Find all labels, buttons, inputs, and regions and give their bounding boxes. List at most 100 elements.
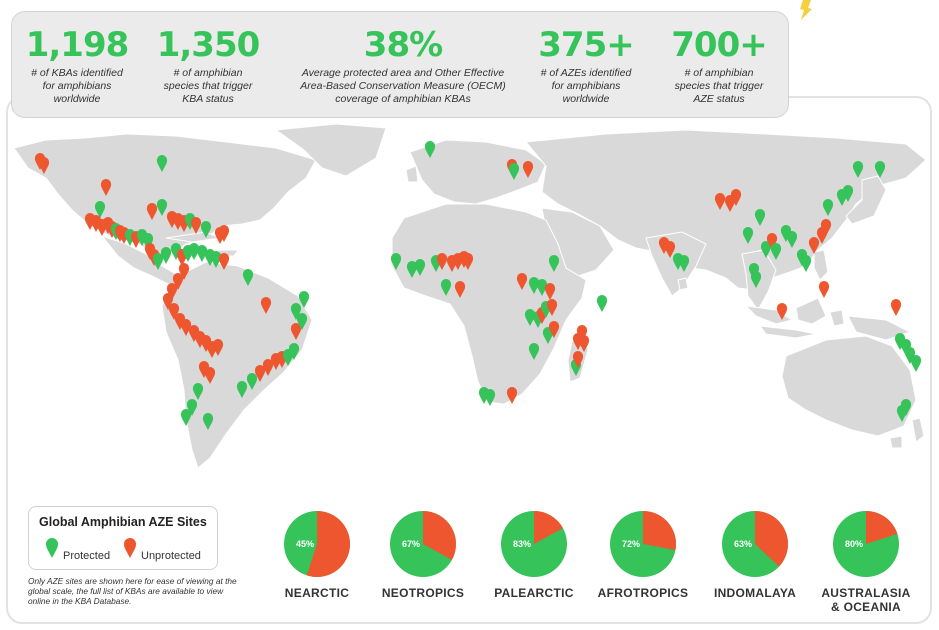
protected-site-pin — [910, 354, 922, 372]
greenland-landmass — [274, 123, 387, 177]
unprotected-site-pin — [818, 280, 830, 298]
protected-site-pin — [484, 389, 496, 406]
protected-site-pin — [536, 278, 548, 296]
unprotected-site-pin — [174, 313, 186, 330]
sparkle-icon — [800, 0, 812, 20]
stat-description: # of amphibian species that trigger KBA … — [163, 67, 253, 105]
pie-indomalaya: 63% INDOMALAYA — [695, 509, 815, 621]
protected-site-pin — [528, 276, 540, 294]
protected-site-pin — [900, 338, 912, 356]
unprotected-site-pin — [204, 367, 216, 384]
stat-value: 1,350 — [156, 25, 261, 65]
unprotected-site-pin — [548, 320, 560, 338]
stat-species-kba: 1,350 # of amphibian species that trigge… — [148, 26, 268, 106]
unprotected-site-pin — [576, 324, 588, 342]
south-america-landmass — [161, 261, 313, 469]
protected-site-pin — [180, 409, 192, 426]
protected-site-pin — [296, 313, 308, 330]
unprotected-site-pin — [578, 334, 590, 352]
unprotected-site-pin — [38, 156, 50, 174]
protected-site-pin — [786, 230, 798, 248]
pie-slice-unprotected — [423, 511, 456, 560]
unprotected-site-pin — [808, 236, 820, 254]
protected-site-pin — [678, 255, 690, 272]
stat-coverage: 38% Average protected area and Other Eff… — [278, 26, 528, 106]
aze-site-markers — [34, 141, 922, 430]
protected-site-pin — [596, 294, 608, 312]
protected-site-pin — [142, 233, 154, 250]
protected-site-pin — [184, 213, 196, 230]
stat-value: 38% — [363, 25, 443, 65]
unprotected-site-pin — [166, 283, 178, 300]
stat-azes: 375+ # of AZEs identified for amphibians… — [526, 26, 646, 106]
protected-site-pin — [160, 247, 172, 264]
pie-realm-label: AUSTRALASIA & OCEANIA — [821, 586, 911, 614]
unprotected-site-pin — [162, 293, 174, 310]
protected-site-pin — [200, 221, 212, 238]
protected-pin-icon — [46, 538, 58, 558]
stat-description: # of amphibian species that trigger AZE … — [674, 67, 764, 105]
stat-description: # of KBAs identified for amphibians worl… — [31, 67, 123, 105]
australia-landmass — [781, 335, 917, 437]
protected-site-pin — [390, 253, 402, 270]
protected-site-pin — [188, 243, 200, 260]
protected-site-pin — [842, 184, 854, 202]
unprotected-site-pin — [890, 298, 902, 316]
pie-percent-label: 80% — [845, 539, 863, 549]
europe-landmass — [409, 139, 547, 205]
pie-palearctic: 83% PALEARCTIC — [474, 509, 594, 621]
protected-site-pin — [406, 261, 418, 278]
unprotected-site-pin — [664, 240, 676, 258]
protected-site-pin — [290, 303, 302, 320]
protected-site-pin — [242, 269, 254, 286]
unprotected-site-pin — [200, 335, 212, 352]
unprotected-site-pin — [462, 253, 474, 270]
stat-species-aze: 700+ # of amphibian species that trigger… — [656, 26, 782, 106]
pie-percent-label: 45% — [296, 539, 314, 549]
stat-value: 1,198 — [25, 25, 130, 65]
pie-nearctic: 45% NEARCTIC — [257, 509, 377, 621]
footnote: Only AZE sites are shown here for ease o… — [28, 576, 237, 606]
unprotected-site-pin — [766, 232, 778, 250]
pie-realm-label: AFROTROPICS — [597, 586, 689, 600]
legend-protected-label: Protected — [63, 550, 111, 562]
unprotected-site-pin — [198, 361, 210, 378]
protected-site-pin — [210, 251, 222, 268]
map-legend: Global Amphibian AZE Sites Protected Unp… — [28, 506, 218, 570]
protected-site-pin — [894, 332, 906, 350]
pie-percent-label: 83% — [513, 539, 531, 549]
unprotected-site-pin — [100, 179, 112, 196]
unprotected-site-pin — [516, 273, 528, 290]
protected-site-pin — [236, 381, 248, 398]
stat-value: 700+ — [671, 25, 767, 65]
protected-site-pin — [192, 383, 204, 400]
protected-site-pin — [760, 241, 772, 258]
unprotected-site-pin — [776, 302, 788, 320]
unprotected-site-pin — [178, 263, 190, 280]
protected-site-pin — [440, 279, 452, 296]
pie-slice-unprotected — [306, 511, 350, 577]
protected-site-pin — [508, 163, 520, 180]
protected-site-pin — [754, 209, 766, 226]
unprotected-site-pin — [730, 188, 742, 206]
pie-realm-label: NEOTROPICS — [381, 586, 465, 600]
unprotected-site-pin — [506, 387, 518, 404]
unprotected-site-pin — [572, 350, 584, 368]
protected-site-pin — [156, 155, 168, 172]
protected-site-pin — [528, 342, 540, 360]
protected-site-pin — [156, 198, 168, 216]
unprotected-site-pin — [290, 323, 302, 340]
unprotected-site-pin — [254, 365, 266, 382]
unprotected-site-pin — [820, 219, 832, 236]
unprotected-site-pin — [194, 331, 206, 348]
pie-percent-label: 67% — [402, 539, 420, 549]
unprotected-site-pin — [172, 273, 184, 290]
north-america-landmass — [13, 133, 317, 257]
pie-realm-label: INDOMALAYA — [713, 586, 797, 600]
protected-site-pin — [548, 254, 560, 272]
stats-bar: 1,198 # of KBAs identified for amphibian… — [11, 11, 789, 118]
pie-slice-unprotected — [755, 511, 788, 567]
unprotected-site-pin — [546, 298, 558, 316]
pie-slice-unprotected — [534, 511, 563, 544]
stat-kbas: 1,198 # of KBAs identified for amphibian… — [22, 26, 132, 106]
